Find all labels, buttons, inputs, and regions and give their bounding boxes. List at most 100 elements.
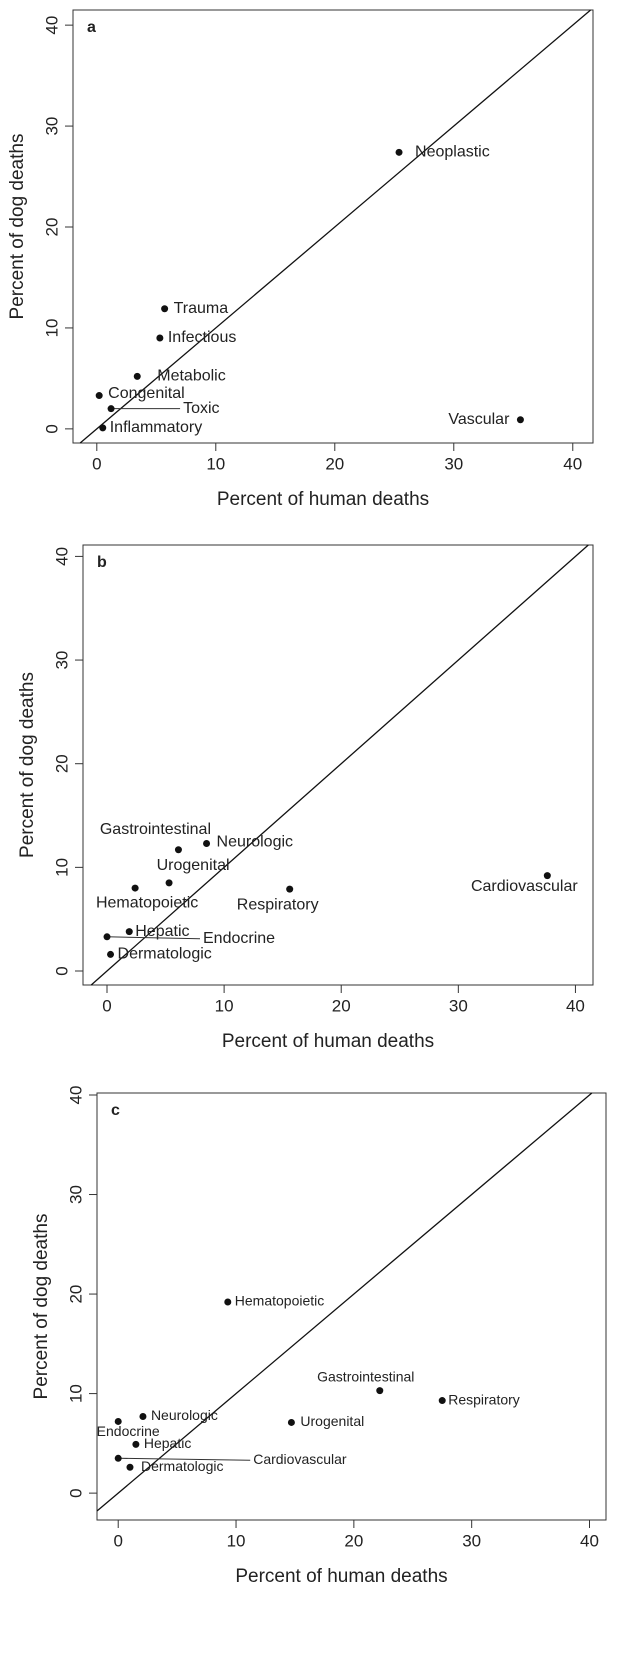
point (287, 1418, 295, 1426)
point (224, 1298, 232, 1306)
point (395, 148, 403, 156)
point-label: Gastrointestinal (100, 821, 211, 838)
x-tick-label: 30 (449, 996, 468, 1015)
y-tick-label: 30 (42, 117, 61, 136)
point-label: Cardiovascular (471, 878, 578, 895)
point-label: Inflammatory (110, 419, 202, 436)
point (95, 392, 103, 400)
point-label: Respiratory (237, 896, 319, 913)
y-tick-label: 40 (42, 16, 61, 35)
point-label: Congenital (108, 385, 185, 402)
plot-frame (82, 544, 594, 986)
point (203, 840, 211, 848)
y-tick-label: 20 (66, 1285, 85, 1304)
x-axis-label: Percent of human deaths (235, 1566, 447, 1587)
point-label: Hepatic (135, 923, 189, 940)
x-tick-label: 40 (566, 996, 585, 1015)
panel-label: b (97, 554, 107, 571)
point-label: Hepatic (144, 1435, 191, 1451)
point (131, 884, 139, 892)
identity-line (90, 544, 589, 986)
x-tick-label: 0 (113, 1531, 122, 1550)
point (286, 885, 294, 893)
point (376, 1387, 384, 1395)
x-tick-label: 20 (325, 454, 344, 473)
point (99, 424, 107, 432)
leader-line (106, 936, 201, 940)
point-label: Toxic (183, 400, 219, 417)
point (107, 950, 115, 958)
point (125, 928, 133, 936)
y-tick-label: 0 (52, 966, 71, 975)
point (103, 933, 111, 941)
point-label: Hematopoietic (235, 1293, 325, 1309)
y-tick-label: 10 (42, 318, 61, 337)
point-label: Cardiovascular (253, 1451, 347, 1467)
point-label: Trauma (174, 300, 229, 317)
x-tick-label: 40 (563, 454, 582, 473)
leader-line (118, 1457, 251, 1461)
x-tick-label: 0 (102, 996, 111, 1015)
y-tick-label: 10 (66, 1384, 85, 1403)
x-tick-label: 20 (332, 996, 351, 1015)
panel-label: c (111, 1102, 120, 1119)
point-label: Endocrine (97, 1423, 160, 1439)
point (126, 1463, 134, 1471)
y-tick-label: 30 (66, 1185, 85, 1204)
point-label: Neurologic (151, 1407, 218, 1423)
y-axis-label: Percent of dog deaths (31, 1214, 52, 1400)
point (139, 1412, 147, 1420)
point (438, 1397, 446, 1405)
plot-frame (72, 9, 594, 444)
y-tick-label: 20 (42, 218, 61, 237)
y-tick-label: 10 (52, 858, 71, 877)
x-tick-label: 10 (206, 454, 225, 473)
point-label: Vascular (448, 411, 510, 428)
y-tick-label: 40 (52, 547, 71, 566)
point-label: Respiratory (448, 1391, 520, 1407)
point (543, 872, 551, 880)
y-axis-label: Percent of dog deaths (7, 134, 28, 320)
plot-frame (96, 1092, 607, 1521)
y-tick-label: 40 (66, 1086, 85, 1105)
point (165, 879, 173, 887)
identity-line (96, 1092, 593, 1512)
point (161, 305, 169, 313)
point-label: Endocrine (203, 930, 275, 947)
x-tick-label: 0 (92, 454, 101, 473)
point-label: Dermatologic (141, 1458, 223, 1474)
point-label: Dermatologic (118, 946, 212, 963)
point (132, 1440, 140, 1448)
point-label: Urogenital (300, 1413, 364, 1429)
point-label: Urogenital (157, 857, 230, 874)
x-axis-label: Percent of human deaths (217, 489, 429, 510)
y-tick-label: 0 (42, 424, 61, 433)
point (114, 1454, 122, 1462)
x-axis-label: Percent of human deaths (222, 1031, 434, 1052)
point-label: Neurologic (217, 834, 293, 851)
point-label: Metabolic (157, 368, 225, 385)
x-tick-label: 10 (215, 996, 234, 1015)
x-tick-label: 30 (462, 1531, 481, 1550)
point (107, 405, 115, 413)
point (133, 372, 141, 380)
point (174, 846, 182, 854)
x-tick-label: 10 (227, 1531, 246, 1550)
y-tick-label: 20 (52, 754, 71, 773)
panel-label: a (87, 19, 96, 36)
x-tick-label: 40 (580, 1531, 599, 1550)
point-label: Infectious (168, 329, 236, 346)
y-tick-label: 0 (66, 1488, 85, 1497)
x-tick-label: 30 (444, 454, 463, 473)
x-tick-label: 20 (344, 1531, 363, 1550)
point-label: Neoplastic (415, 144, 490, 161)
point (114, 1417, 122, 1425)
identity-line (79, 9, 592, 444)
point-label: Hematopoietic (96, 894, 198, 911)
point (156, 334, 164, 342)
y-axis-label: Percent of dog deaths (17, 672, 38, 858)
y-tick-label: 30 (52, 651, 71, 670)
point-label: Gastrointestinal (317, 1368, 414, 1384)
